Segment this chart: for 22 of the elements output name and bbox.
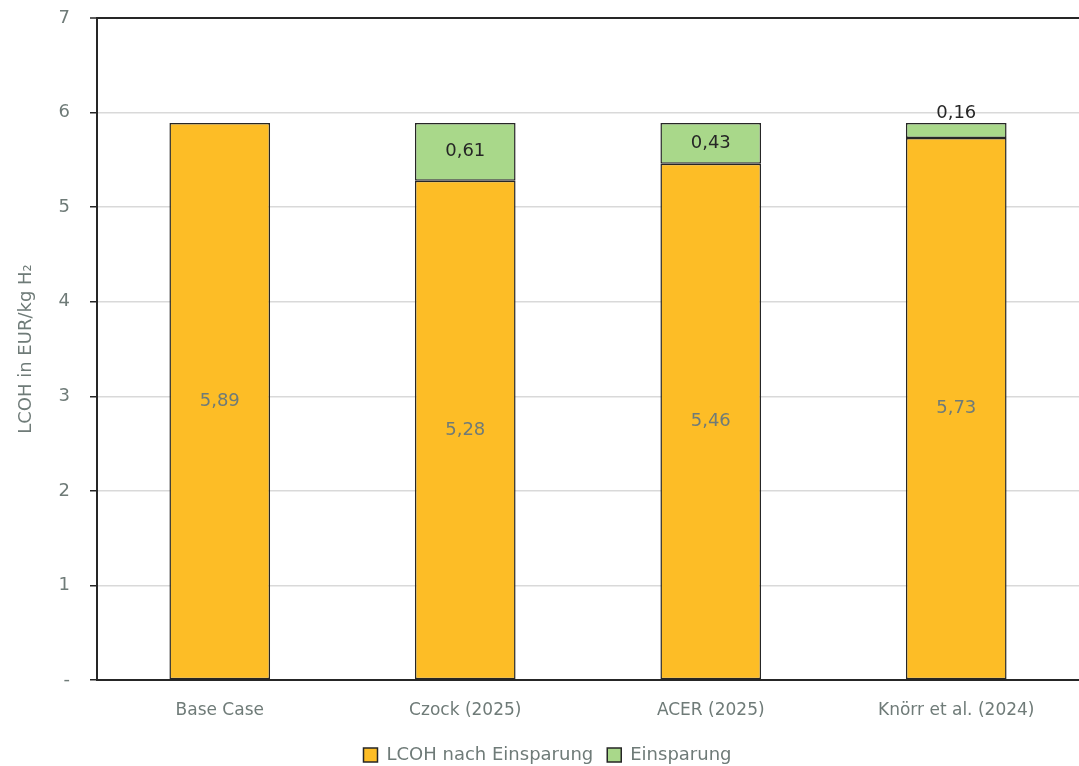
y-tick-label: 3: [58, 383, 70, 405]
data-label: 5,89: [199, 388, 240, 410]
legend-label: LCOH nach Einsparung: [386, 742, 594, 764]
y-axis-title: LCOH in EUR/kg H₂: [14, 264, 36, 434]
y-tick-label: 4: [58, 289, 70, 311]
data-label: 0,61: [445, 139, 486, 161]
y-tick-label: 1: [58, 573, 70, 595]
y-tick-label: 7: [58, 5, 70, 27]
y-tick-label: -: [63, 667, 70, 689]
data-label: 5,46: [690, 409, 731, 431]
data-label: 5,73: [936, 396, 977, 418]
y-tick-label: 5: [58, 194, 70, 216]
y-tick-label: 6: [58, 100, 70, 122]
legend-label: Einsparung: [630, 742, 732, 764]
x-tick-label: Czock (2025): [409, 698, 522, 719]
data-label: 0,16: [936, 100, 977, 122]
data-label: 5,28: [445, 417, 486, 439]
x-tick-label: ACER (2025): [656, 698, 765, 719]
x-tick-label: Knörr et al. (2024): [878, 698, 1035, 719]
y-tick-label: 2: [58, 478, 70, 500]
x-tick-label: Base Case: [175, 698, 264, 719]
data-label: 0,43: [690, 130, 731, 152]
